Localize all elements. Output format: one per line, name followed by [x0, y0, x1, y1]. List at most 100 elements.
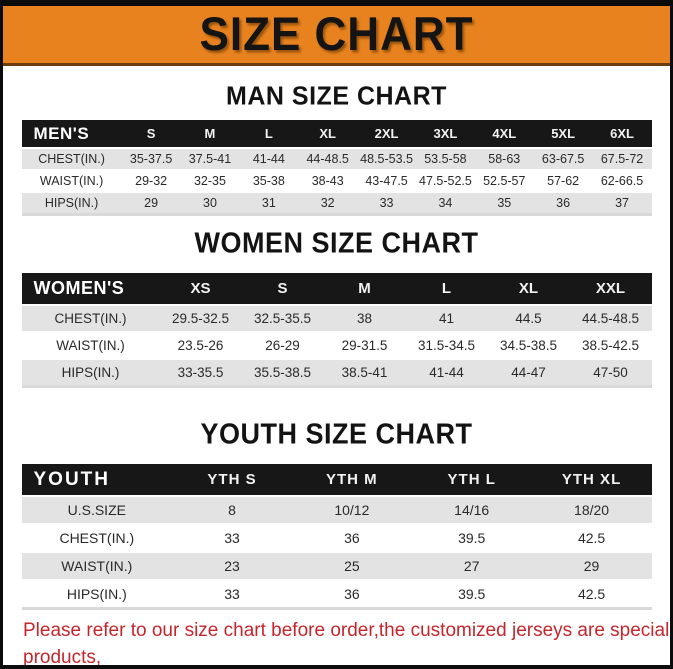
- measurement-row: WAIST(IN.) 23.5-26 26-29 29-31.5 31.5-34.5 34…: [21, 331, 652, 358]
- measurement-value: 44.5: [487, 304, 570, 331]
- measurement-value: 32: [298, 191, 358, 213]
- size-column-header: XL: [298, 120, 358, 147]
- measurement-value: 38.5-41: [323, 358, 406, 385]
- measurement-value: 35-38: [239, 169, 299, 191]
- measurement-value: 58-63: [474, 147, 534, 169]
- table-header-label: MEN'S: [21, 120, 122, 147]
- size-column-header: XXL: [569, 273, 652, 304]
- measurement-value: 25: [291, 551, 412, 579]
- table-header-row: WOMEN'S XS S M L XL XXL: [21, 273, 652, 304]
- measurement-row: CHEST(IN.) 35-37.5 37.5-41 41-44 44-48.5 48.5…: [21, 147, 652, 169]
- size-column-header: YTH S: [172, 464, 292, 495]
- measurement-value: 62-66.5: [592, 169, 652, 191]
- measurement-value: 57-62: [533, 169, 593, 191]
- measurement-value: 41-44: [239, 147, 299, 169]
- size-column-header: XS: [159, 273, 242, 304]
- measurement-row: WAIST(IN.) 29-32 32-35 35-38 38-43 43-47.5 47.…: [21, 169, 652, 191]
- measurement-row: CHEST(IN.) 29.5-32.5 32.5-35.5 38 41 44.5 44.5…: [21, 304, 652, 331]
- measurement-value: 35-37.5: [121, 147, 181, 169]
- measurement-row: U.S.SIZE 8 10/12 14/16 18/20: [21, 495, 652, 523]
- measurement-value: 38-43: [298, 169, 358, 191]
- size-column-header: L: [405, 273, 488, 304]
- size-column-header: 6XL: [592, 120, 652, 147]
- measurement-value: 29: [531, 551, 652, 579]
- size-column-header: S: [121, 120, 181, 147]
- measurement-value: 18/20: [531, 495, 652, 523]
- women-size-chart-heading: WOMEN SIZE CHART: [194, 227, 479, 259]
- measurement-value: 48.5-53.5: [357, 147, 416, 169]
- measurement-value: 29: [121, 191, 181, 213]
- table-header-label: YOUTH: [21, 464, 173, 495]
- measurement-value: 37.5-41: [180, 147, 240, 169]
- top-border-strip: [3, 0, 670, 6]
- measurement-value: 37: [592, 191, 652, 213]
- measurement-value: 67.5-72: [592, 147, 652, 169]
- measurement-value: 23.5-26: [159, 331, 242, 358]
- measurement-value: 52.5-57: [474, 169, 534, 191]
- measurement-value: 44-47: [487, 358, 570, 385]
- size-column-header: 4XL: [474, 120, 534, 147]
- size-chart-banner: SIZE CHART: [3, 6, 670, 66]
- measurement-value: 63-67.5: [533, 147, 593, 169]
- measurement-row: CHEST(IN.) 33 36 39.5 42.5: [21, 523, 652, 551]
- measurement-value: 29-32: [121, 169, 181, 191]
- womens-size-table: WOMEN'S XS S M L XL XXL CHEST(IN.) 29.5-32.5 32.5…: [21, 273, 652, 388]
- row-label: CHEST(IN.): [21, 147, 122, 169]
- measurement-value: 31.5-34.5: [405, 331, 488, 358]
- measurement-row: HIPS(IN.) 33 36 39.5 42.5: [21, 579, 652, 607]
- measurement-value: 39.5: [411, 579, 532, 607]
- table-header-row: MEN'S S M L XL 2XL 3XL 4XL 5XL 6XL: [21, 120, 652, 147]
- row-label: WAIST(IN.): [21, 551, 173, 579]
- measurement-value: 32-35: [180, 169, 240, 191]
- measurement-row: HIPS(IN.) 29 30 31 32 33 34 35 36 37: [21, 191, 652, 213]
- measurement-value: 47.5-52.5: [415, 169, 475, 191]
- row-label: HIPS(IN.): [21, 191, 122, 213]
- measurement-row: WAIST(IN.) 23 25 27 29: [21, 551, 652, 579]
- measurement-value: 32.5-35.5: [241, 304, 324, 331]
- measurement-value: 44.5-48.5: [569, 304, 652, 331]
- size-column-header: M: [180, 120, 240, 147]
- size-column-header: S: [241, 273, 324, 304]
- size-table: WOMEN'S XS S M L XL XXL CHEST(IN.) 29.5-32.5 32.5…: [21, 273, 652, 385]
- size-column-header: YTH XL: [531, 464, 652, 495]
- youth-size-chart-heading: YOUTH SIZE CHART: [200, 418, 473, 450]
- measurement-value: 14/16: [411, 495, 532, 523]
- measurement-value: 42.5: [531, 579, 652, 607]
- row-label: CHEST(IN.): [21, 523, 173, 551]
- order-policy-line-1: Please refer to our size chart before or…: [23, 620, 670, 668]
- measurement-value: 53.5-58: [415, 147, 475, 169]
- size-column-header: 3XL: [415, 120, 475, 147]
- measurement-value: 29.5-32.5: [159, 304, 242, 331]
- size-table: MEN'S S M L XL 2XL 3XL 4XL 5XL 6XL CHEST(IN.) 35-37…: [21, 120, 652, 213]
- measurement-value: 41: [405, 304, 488, 331]
- measurement-value: 42.5: [531, 523, 652, 551]
- measurement-value: 34: [415, 191, 475, 213]
- measurement-value: 30: [180, 191, 240, 213]
- measurement-value: 8: [172, 495, 292, 523]
- measurement-value: 38: [323, 304, 406, 331]
- measurement-value: 41-44: [405, 358, 488, 385]
- size-table: YOUTH YTH S YTH M YTH L YTH XL U.S.SIZE 8 10/12…: [21, 464, 652, 607]
- measurement-value: 39.5: [411, 523, 532, 551]
- size-column-header: YTH M: [291, 464, 412, 495]
- measurement-value: 29-31.5: [323, 331, 406, 358]
- row-label: WAIST(IN.): [21, 331, 160, 358]
- measurement-value: 35.5-38.5: [241, 358, 324, 385]
- size-column-header: 2XL: [357, 120, 416, 147]
- size-column-header: XL: [487, 273, 570, 304]
- table-header-label: WOMEN'S: [21, 273, 160, 304]
- row-label: HIPS(IN.): [21, 579, 173, 607]
- measurement-value: 10/12: [291, 495, 412, 523]
- youth-size-table: YOUTH YTH S YTH M YTH L YTH XL U.S.SIZE 8 10/12…: [21, 464, 652, 610]
- table-header-row: YOUTH YTH S YTH M YTH L YTH XL: [21, 464, 652, 495]
- measurement-value: 36: [533, 191, 593, 213]
- row-label: WAIST(IN.): [21, 169, 122, 191]
- measurement-value: 47-50: [569, 358, 652, 385]
- banner-title: SIZE CHART: [199, 7, 474, 61]
- measurement-value: 43-47.5: [357, 169, 416, 191]
- measurement-value: 36: [291, 579, 412, 607]
- mens-size-table: MEN'S S M L XL 2XL 3XL 4XL 5XL 6XL CHEST(IN.) 35-37…: [21, 120, 652, 216]
- measurement-value: 38.5-42.5: [569, 331, 652, 358]
- measurement-value: 23: [172, 551, 292, 579]
